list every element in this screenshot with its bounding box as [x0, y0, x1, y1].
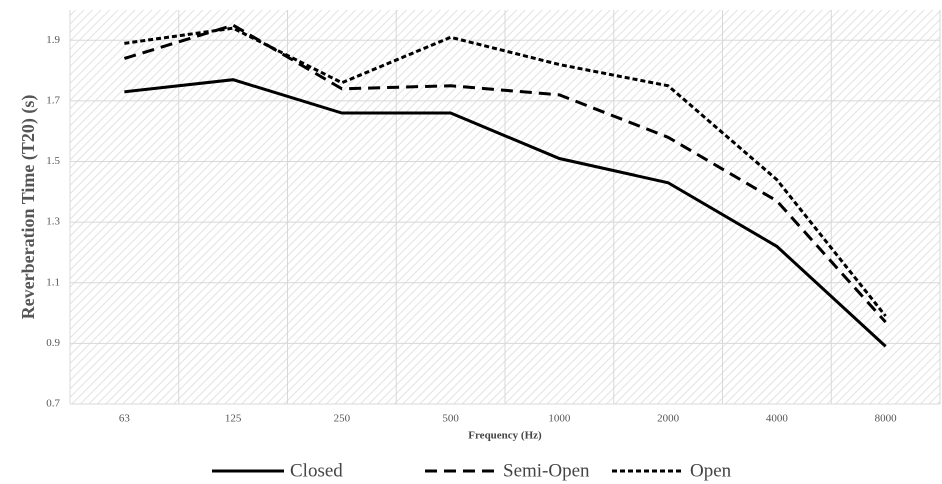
x-tick-label: 500 — [442, 413, 459, 425]
y-tick-label: 1.5 — [46, 155, 60, 167]
y-axis-label: Reverberation Time (T20) (s) — [18, 95, 39, 320]
x-tick-label: 250 — [334, 413, 351, 425]
series-line — [124, 78, 887, 348]
y-tick-label: 1.3 — [46, 216, 60, 228]
x-tick-label: 125 — [225, 413, 242, 425]
legend-label: Semi-Open — [503, 460, 590, 481]
x-axis-label: Frequency (Hz) — [468, 430, 542, 442]
y-tick-label: 0.9 — [46, 337, 60, 349]
series-line — [124, 26, 887, 318]
y-tick-label: 1.1 — [46, 276, 60, 288]
x-tick-label: 1000 — [548, 413, 571, 425]
x-tick-label: 4000 — [766, 413, 789, 425]
x-tick-label: 8000 — [875, 413, 898, 425]
x-tick-label: 2000 — [657, 413, 680, 425]
legend-label: Open — [690, 460, 732, 481]
y-tick-label: 0.7 — [46, 398, 60, 410]
x-tick-label: 63 — [119, 413, 131, 425]
y-tick-label: 1.7 — [46, 94, 60, 106]
y-tick-label: 1.9 — [46, 34, 60, 46]
legend-label: Closed — [290, 460, 343, 481]
